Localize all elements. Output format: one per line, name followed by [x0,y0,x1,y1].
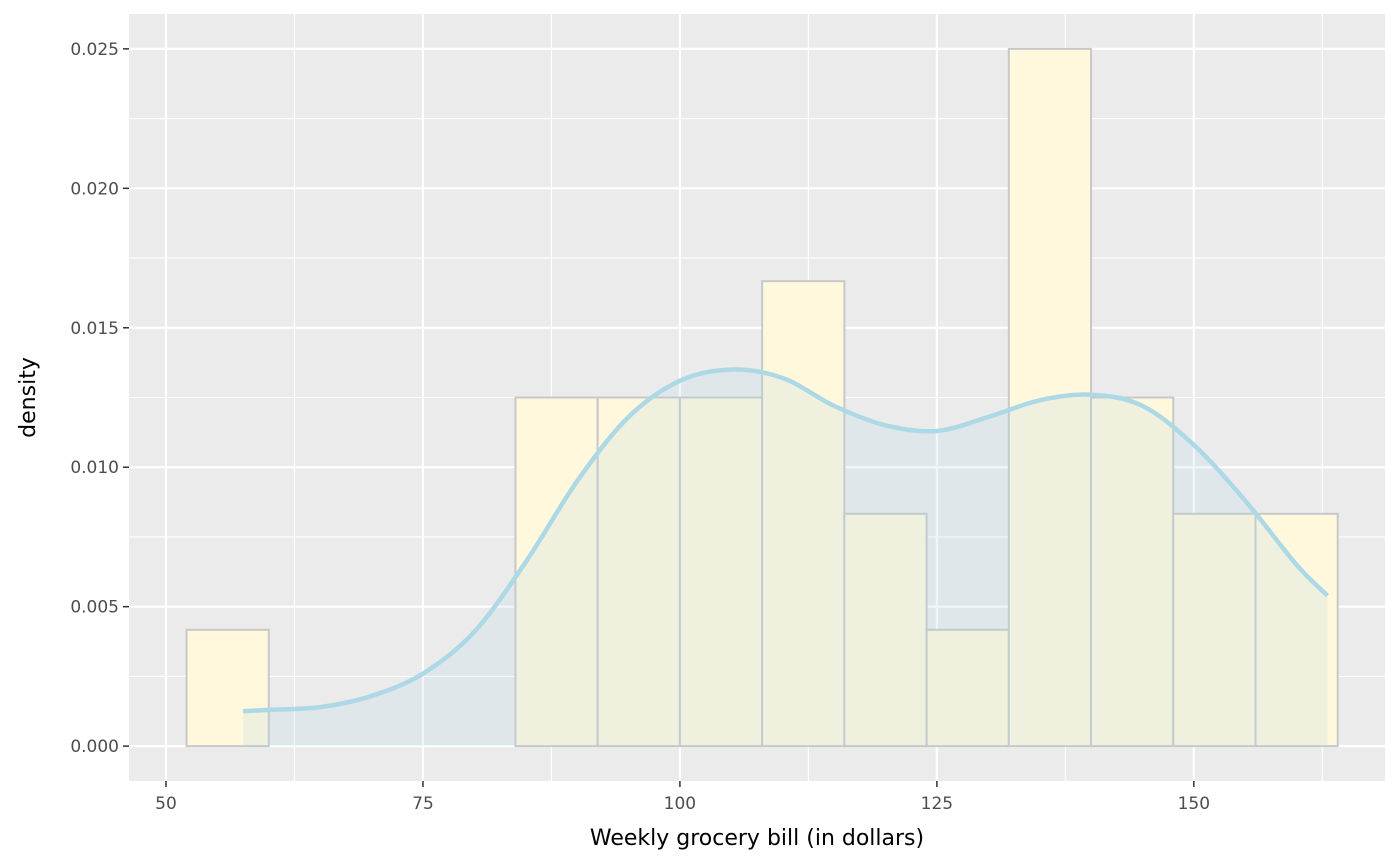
histogram-bar [596,396,681,748]
histogram-bar [514,396,599,748]
histogram-bar [1172,512,1257,748]
y-axis-title: density [16,357,41,438]
major-gridlines [129,14,1385,781]
y-tick-label: 0.015 [70,319,119,339]
y-tick-label: 0.000 [70,737,119,757]
histogram-bars [185,47,1339,748]
histogram-bar [185,628,270,748]
y-tick-label: 0.020 [70,179,119,199]
histogram-bar [678,396,764,748]
y-tick-label: 0.025 [70,40,119,60]
density-curve [242,367,1330,714]
y-tick-label: 0.005 [70,598,119,618]
histogram-bar [1090,396,1175,748]
x-tick-label: 50 [155,794,177,814]
y-tick-label: 0.010 [70,458,119,478]
x-tick-label: 100 [664,794,696,814]
x-axis-title: Weekly grocery bill (in dollars) [590,826,924,851]
x-tick-label: 150 [1178,794,1210,814]
x-tick-label: 75 [412,794,434,814]
x-axis: 50 75 100 125 150 [155,781,1210,814]
density-area [243,369,1328,747]
histogram-bar [843,512,928,748]
histogram-bar [925,628,1010,748]
histogram-bar [1254,512,1339,748]
y-axis: 0.000 0.005 0.010 0.015 0.020 0.025 [70,40,129,757]
x-tick-label: 125 [921,794,953,814]
